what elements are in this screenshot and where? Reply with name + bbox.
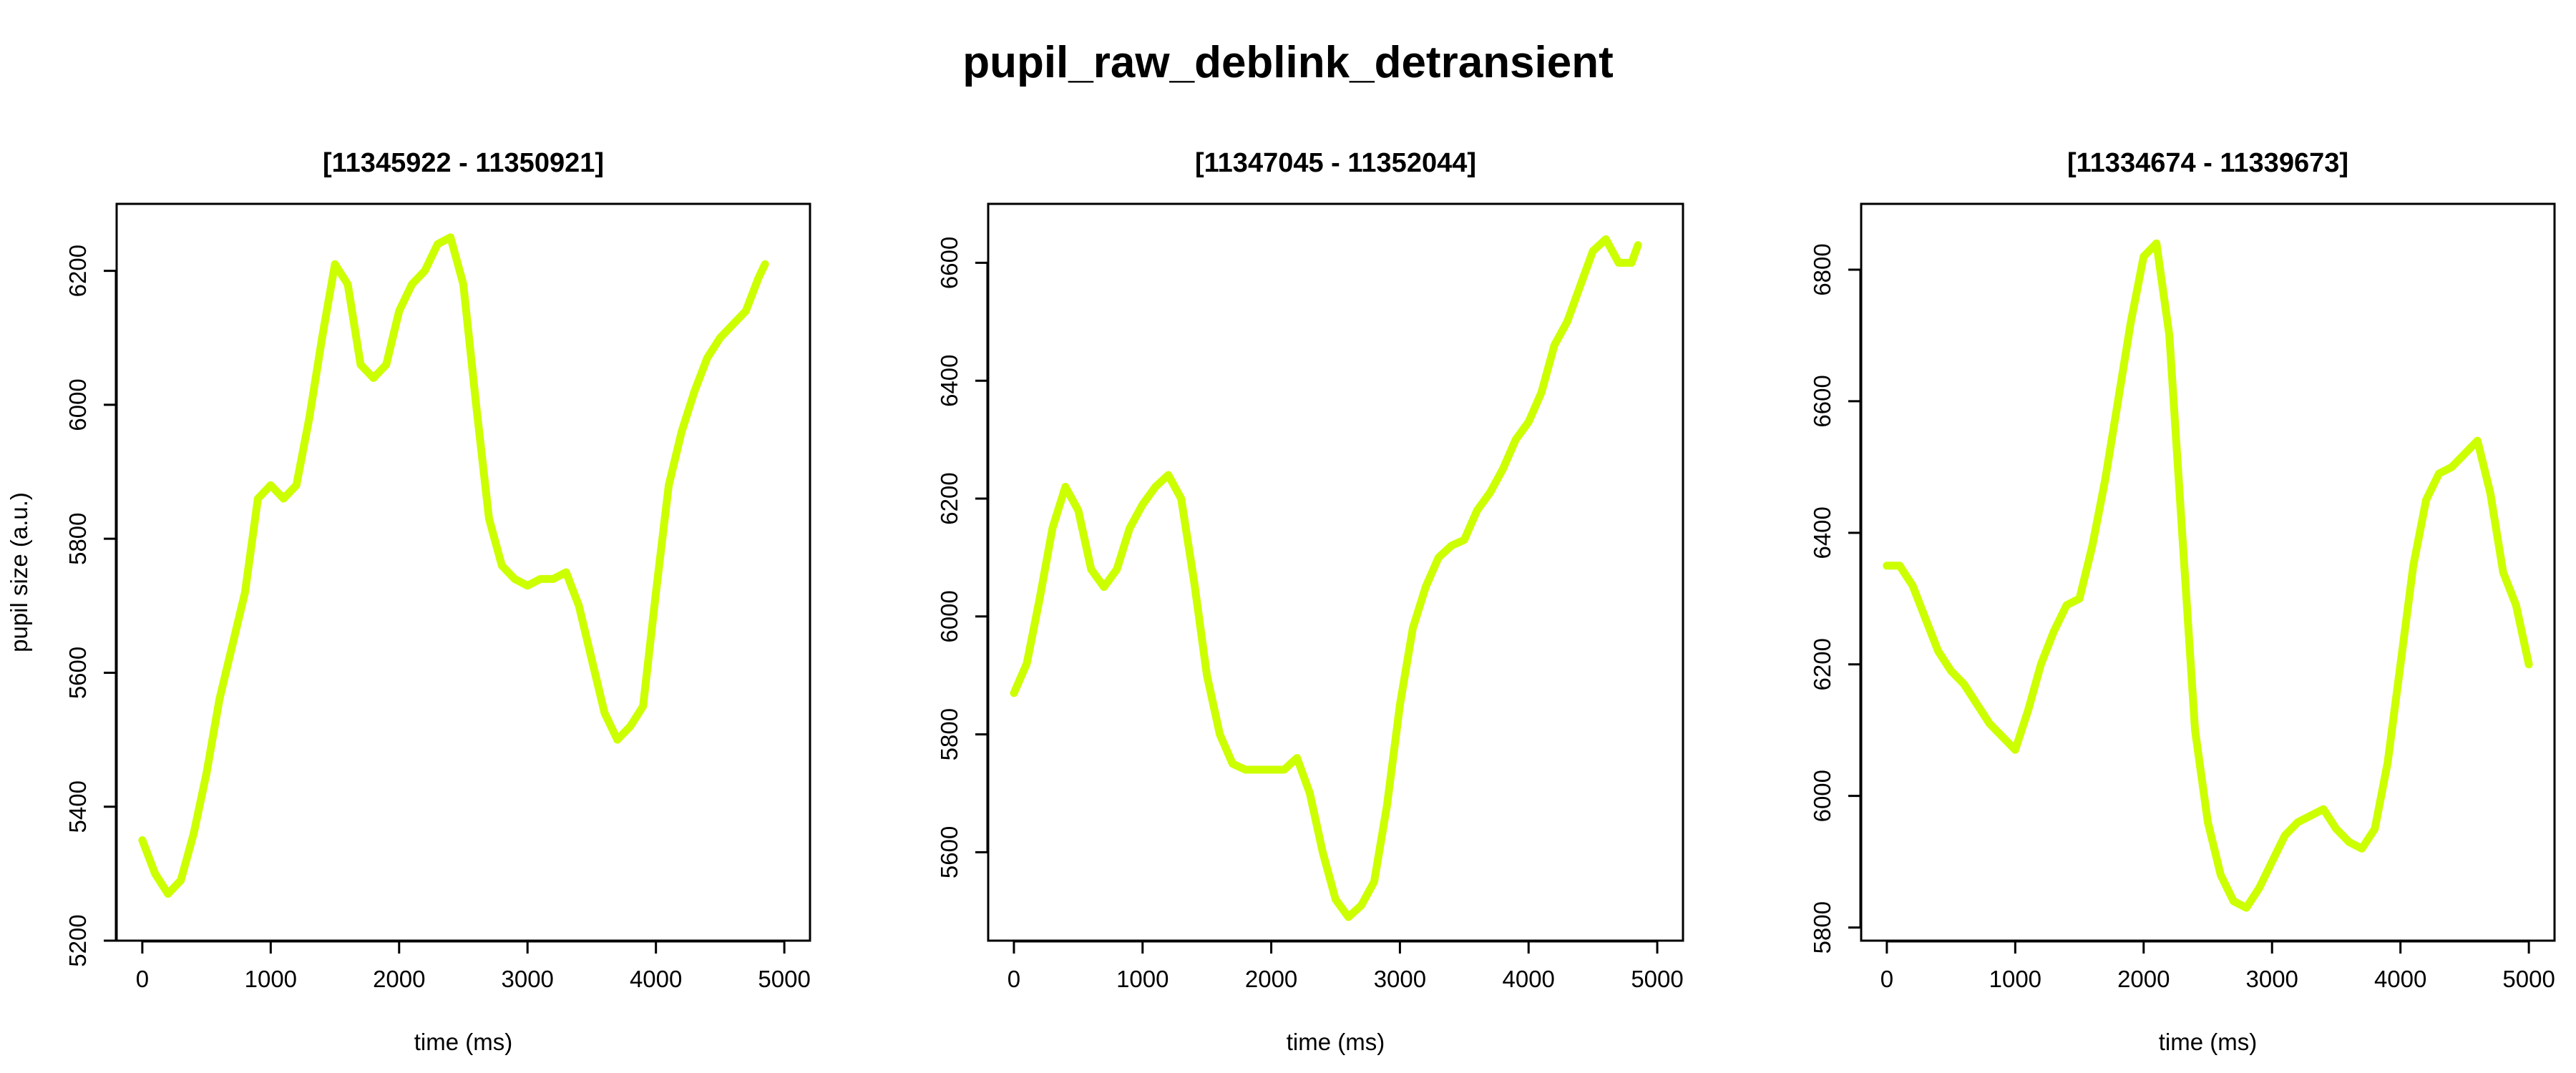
x-axis-label: time (ms) xyxy=(414,1029,512,1055)
y-tick-label: 6600 xyxy=(936,237,962,289)
x-tick-label: 1000 xyxy=(1116,966,1169,992)
y-axis-label: pupil size (a.u.) xyxy=(6,492,32,652)
x-tick-label: 2000 xyxy=(2117,966,2170,992)
x-tick-label: 1000 xyxy=(1989,966,2041,992)
x-tick-label: 5000 xyxy=(2502,966,2555,992)
series-line xyxy=(1883,239,2533,912)
x-tick-label: 2000 xyxy=(1245,966,1297,992)
panel-1: [11345922 - 11350921] 0 1000 2000 3000 4000 50… xyxy=(6,148,811,1055)
y-tick-label: 5800 xyxy=(64,512,91,564)
panel-2: [11347045 - 11352044] 0 1000 2000 3000 4000 50… xyxy=(936,148,1684,1055)
x-tick-label: 3000 xyxy=(502,966,554,992)
y-tick-label: 6000 xyxy=(64,378,91,431)
y-tick-label: 6400 xyxy=(936,354,962,406)
y-tick-label: 6200 xyxy=(936,472,962,524)
y-tick-label: 5600 xyxy=(64,647,91,699)
x-tick-label: 4000 xyxy=(630,966,682,992)
y-tick-label: 5800 xyxy=(1809,901,1835,954)
y-tick-label: 6800 xyxy=(1809,243,1835,295)
y-tick-label: 6600 xyxy=(1809,375,1835,427)
x-axis-label: time (ms) xyxy=(1287,1029,1385,1055)
x-tick-label: 5000 xyxy=(1631,966,1683,992)
y-tick-label: 5600 xyxy=(936,826,962,878)
x-tick-label: 3000 xyxy=(1374,966,1426,992)
series-line xyxy=(138,233,769,898)
x-tick-label: 0 xyxy=(1880,966,1893,992)
y-tick-label: 6000 xyxy=(1809,770,1835,822)
y-tick-label: 5800 xyxy=(936,708,962,760)
panel-title: [11334674 - 11339673] xyxy=(2067,148,2348,178)
x-tick-label: 4000 xyxy=(1503,966,1555,992)
y-tick-label: 5200 xyxy=(64,914,91,966)
panel-3: [11334674 - 11339673] 0 1000 2000 3000 4000 50… xyxy=(1809,148,2556,1055)
x-tick-label: 0 xyxy=(1008,966,1020,992)
y-tick-label: 5400 xyxy=(64,780,91,833)
x-tick-label: 2000 xyxy=(373,966,425,992)
y-tick-label: 6400 xyxy=(1809,506,1835,559)
x-tick-label: 3000 xyxy=(2246,966,2298,992)
x-tick-label: 0 xyxy=(136,966,149,992)
x-tick-label: 5000 xyxy=(758,966,810,992)
y-tick-label: 6000 xyxy=(936,590,962,642)
panels: [11345922 - 11350921] 0 1000 2000 3000 4000 50… xyxy=(6,148,2556,1055)
x-tick-label: 4000 xyxy=(2374,966,2426,992)
series-line xyxy=(1010,235,1642,921)
panel-title: [11345922 - 11350921] xyxy=(323,148,604,178)
x-tick-label: 1000 xyxy=(245,966,297,992)
figure-title: pupil_raw_deblink_detransient xyxy=(962,38,1614,87)
panel-title: [11347045 - 11352044] xyxy=(1195,148,1476,178)
x-axis-label: time (ms) xyxy=(2159,1029,2257,1055)
y-tick-label: 6200 xyxy=(1809,638,1835,690)
y-tick-label: 6200 xyxy=(64,245,91,297)
